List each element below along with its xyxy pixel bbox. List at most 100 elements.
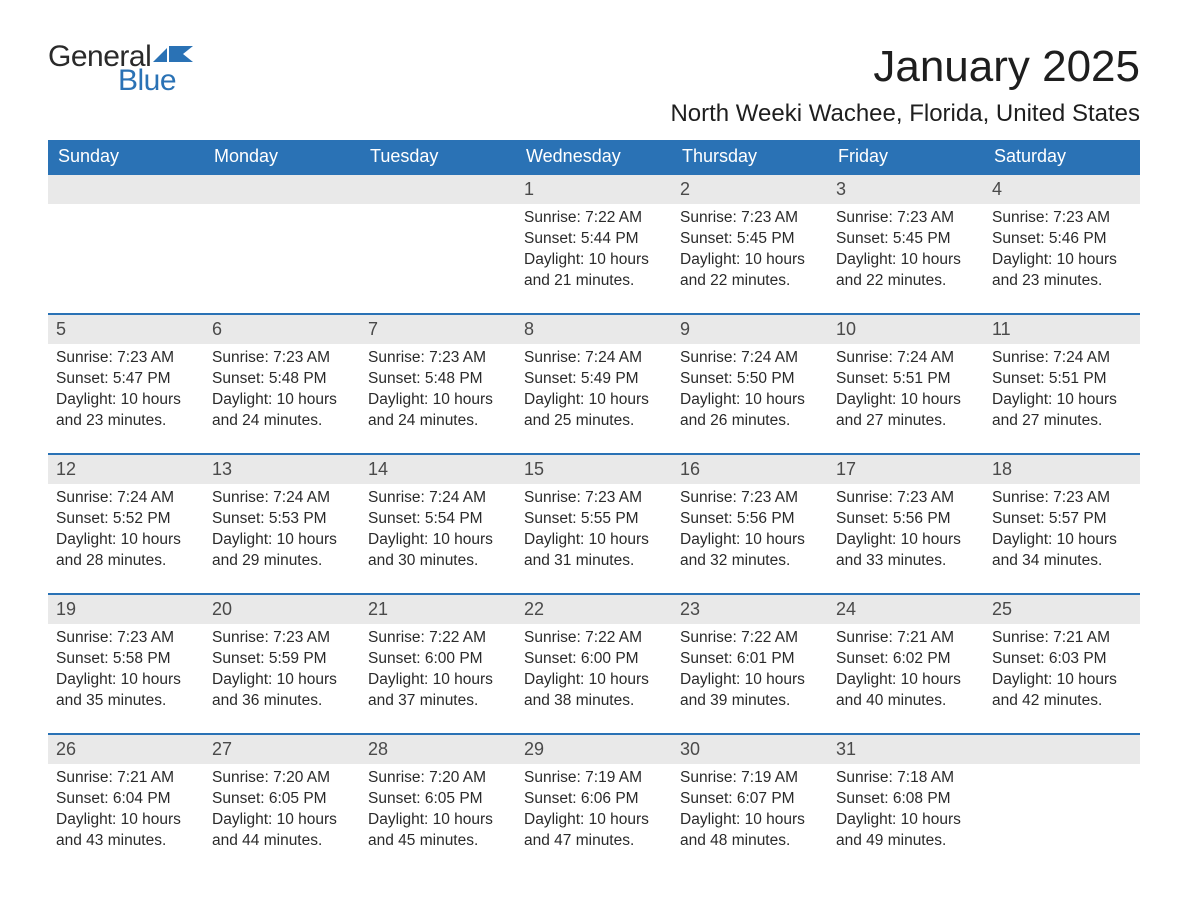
day-details: Sunrise: 7:21 AMSunset: 6:03 PMDaylight:… (984, 624, 1140, 718)
calendar-week-row: 26Sunrise: 7:21 AMSunset: 6:04 PMDayligh… (48, 734, 1140, 874)
day-details: Sunrise: 7:23 AMSunset: 5:56 PMDaylight:… (828, 484, 984, 578)
day-number: 1 (516, 175, 672, 204)
day-details: Sunrise: 7:20 AMSunset: 6:05 PMDaylight:… (204, 764, 360, 858)
day-number: 3 (828, 175, 984, 204)
day-number: 30 (672, 735, 828, 764)
day-details: Sunrise: 7:22 AMSunset: 6:00 PMDaylight:… (516, 624, 672, 718)
calendar-day-cell: 9Sunrise: 7:24 AMSunset: 5:50 PMDaylight… (672, 314, 828, 454)
calendar-day-cell: 12Sunrise: 7:24 AMSunset: 5:52 PMDayligh… (48, 454, 204, 594)
day-number: 4 (984, 175, 1140, 204)
day-details: Sunrise: 7:24 AMSunset: 5:51 PMDaylight:… (984, 344, 1140, 438)
day-number: 27 (204, 735, 360, 764)
calendar-day-cell: 31Sunrise: 7:18 AMSunset: 6:08 PMDayligh… (828, 734, 984, 874)
calendar-day-cell (360, 174, 516, 314)
day-details: Sunrise: 7:23 AMSunset: 5:58 PMDaylight:… (48, 624, 204, 718)
day-number: 11 (984, 315, 1140, 344)
day-number: 9 (672, 315, 828, 344)
calendar-day-cell: 8Sunrise: 7:24 AMSunset: 5:49 PMDaylight… (516, 314, 672, 454)
day-header: Saturday (984, 140, 1140, 174)
calendar-day-cell: 15Sunrise: 7:23 AMSunset: 5:55 PMDayligh… (516, 454, 672, 594)
day-number: 25 (984, 595, 1140, 624)
day-number: 24 (828, 595, 984, 624)
day-number: 19 (48, 595, 204, 624)
day-header: Wednesday (516, 140, 672, 174)
calendar-day-cell: 26Sunrise: 7:21 AMSunset: 6:04 PMDayligh… (48, 734, 204, 874)
day-number: 7 (360, 315, 516, 344)
day-details: Sunrise: 7:22 AMSunset: 5:44 PMDaylight:… (516, 204, 672, 298)
calendar-day-cell: 27Sunrise: 7:20 AMSunset: 6:05 PMDayligh… (204, 734, 360, 874)
day-number: 2 (672, 175, 828, 204)
calendar-day-cell: 13Sunrise: 7:24 AMSunset: 5:53 PMDayligh… (204, 454, 360, 594)
logo: General Blue (48, 42, 193, 96)
day-details: Sunrise: 7:19 AMSunset: 6:06 PMDaylight:… (516, 764, 672, 858)
day-details: Sunrise: 7:23 AMSunset: 5:57 PMDaylight:… (984, 484, 1140, 578)
day-number: 22 (516, 595, 672, 624)
day-details: Sunrise: 7:23 AMSunset: 5:45 PMDaylight:… (828, 204, 984, 298)
calendar-day-cell: 23Sunrise: 7:22 AMSunset: 6:01 PMDayligh… (672, 594, 828, 734)
day-number: 23 (672, 595, 828, 624)
day-number: 29 (516, 735, 672, 764)
calendar-day-cell: 25Sunrise: 7:21 AMSunset: 6:03 PMDayligh… (984, 594, 1140, 734)
day-details: Sunrise: 7:23 AMSunset: 5:47 PMDaylight:… (48, 344, 204, 438)
calendar-day-cell: 2Sunrise: 7:23 AMSunset: 5:45 PMDaylight… (672, 174, 828, 314)
day-number: 15 (516, 455, 672, 484)
day-number: 18 (984, 455, 1140, 484)
day-details: Sunrise: 7:21 AMSunset: 6:04 PMDaylight:… (48, 764, 204, 858)
day-number: 16 (672, 455, 828, 484)
day-details: Sunrise: 7:24 AMSunset: 5:50 PMDaylight:… (672, 344, 828, 438)
calendar-day-cell: 16Sunrise: 7:23 AMSunset: 5:56 PMDayligh… (672, 454, 828, 594)
day-details: Sunrise: 7:19 AMSunset: 6:07 PMDaylight:… (672, 764, 828, 858)
day-details: Sunrise: 7:24 AMSunset: 5:49 PMDaylight:… (516, 344, 672, 438)
day-number: 31 (828, 735, 984, 764)
calendar-day-cell: 7Sunrise: 7:23 AMSunset: 5:48 PMDaylight… (360, 314, 516, 454)
calendar-day-cell: 29Sunrise: 7:19 AMSunset: 6:06 PMDayligh… (516, 734, 672, 874)
day-number: 20 (204, 595, 360, 624)
day-number (984, 735, 1140, 764)
calendar-day-cell: 6Sunrise: 7:23 AMSunset: 5:48 PMDaylight… (204, 314, 360, 454)
day-details: Sunrise: 7:24 AMSunset: 5:51 PMDaylight:… (828, 344, 984, 438)
calendar-day-cell: 18Sunrise: 7:23 AMSunset: 5:57 PMDayligh… (984, 454, 1140, 594)
day-details: Sunrise: 7:18 AMSunset: 6:08 PMDaylight:… (828, 764, 984, 858)
day-number: 10 (828, 315, 984, 344)
day-number: 28 (360, 735, 516, 764)
day-number: 26 (48, 735, 204, 764)
logo-text-blue: Blue (118, 66, 193, 96)
calendar-day-cell: 3Sunrise: 7:23 AMSunset: 5:45 PMDaylight… (828, 174, 984, 314)
calendar-week-row: 19Sunrise: 7:23 AMSunset: 5:58 PMDayligh… (48, 594, 1140, 734)
calendar-day-cell (204, 174, 360, 314)
day-details: Sunrise: 7:23 AMSunset: 5:56 PMDaylight:… (672, 484, 828, 578)
calendar-day-cell: 1Sunrise: 7:22 AMSunset: 5:44 PMDaylight… (516, 174, 672, 314)
day-number: 13 (204, 455, 360, 484)
day-header: Thursday (672, 140, 828, 174)
calendar-day-cell (984, 734, 1140, 874)
day-number: 8 (516, 315, 672, 344)
calendar-week-row: 1Sunrise: 7:22 AMSunset: 5:44 PMDaylight… (48, 174, 1140, 314)
day-details: Sunrise: 7:23 AMSunset: 5:59 PMDaylight:… (204, 624, 360, 718)
calendar-week-row: 12Sunrise: 7:24 AMSunset: 5:52 PMDayligh… (48, 454, 1140, 594)
calendar-day-cell: 21Sunrise: 7:22 AMSunset: 6:00 PMDayligh… (360, 594, 516, 734)
calendar-day-cell: 24Sunrise: 7:21 AMSunset: 6:02 PMDayligh… (828, 594, 984, 734)
day-number: 21 (360, 595, 516, 624)
calendar-day-cell: 19Sunrise: 7:23 AMSunset: 5:58 PMDayligh… (48, 594, 204, 734)
calendar-day-cell: 10Sunrise: 7:24 AMSunset: 5:51 PMDayligh… (828, 314, 984, 454)
day-number (48, 175, 204, 204)
day-details: Sunrise: 7:23 AMSunset: 5:48 PMDaylight:… (360, 344, 516, 438)
day-header: Tuesday (360, 140, 516, 174)
day-header: Monday (204, 140, 360, 174)
day-number (204, 175, 360, 204)
day-number: 5 (48, 315, 204, 344)
calendar-week-row: 5Sunrise: 7:23 AMSunset: 5:47 PMDaylight… (48, 314, 1140, 454)
calendar-day-cell: 17Sunrise: 7:23 AMSunset: 5:56 PMDayligh… (828, 454, 984, 594)
day-header: Friday (828, 140, 984, 174)
day-number: 17 (828, 455, 984, 484)
day-header: Sunday (48, 140, 204, 174)
calendar-day-cell: 20Sunrise: 7:23 AMSunset: 5:59 PMDayligh… (204, 594, 360, 734)
day-details: Sunrise: 7:24 AMSunset: 5:53 PMDaylight:… (204, 484, 360, 578)
calendar-day-cell (48, 174, 204, 314)
day-details: Sunrise: 7:23 AMSunset: 5:45 PMDaylight:… (672, 204, 828, 298)
calendar-day-cell: 28Sunrise: 7:20 AMSunset: 6:05 PMDayligh… (360, 734, 516, 874)
day-details: Sunrise: 7:22 AMSunset: 6:01 PMDaylight:… (672, 624, 828, 718)
calendar-day-cell: 22Sunrise: 7:22 AMSunset: 6:00 PMDayligh… (516, 594, 672, 734)
calendar-day-cell: 5Sunrise: 7:23 AMSunset: 5:47 PMDaylight… (48, 314, 204, 454)
page-title: January 2025 (873, 42, 1140, 92)
